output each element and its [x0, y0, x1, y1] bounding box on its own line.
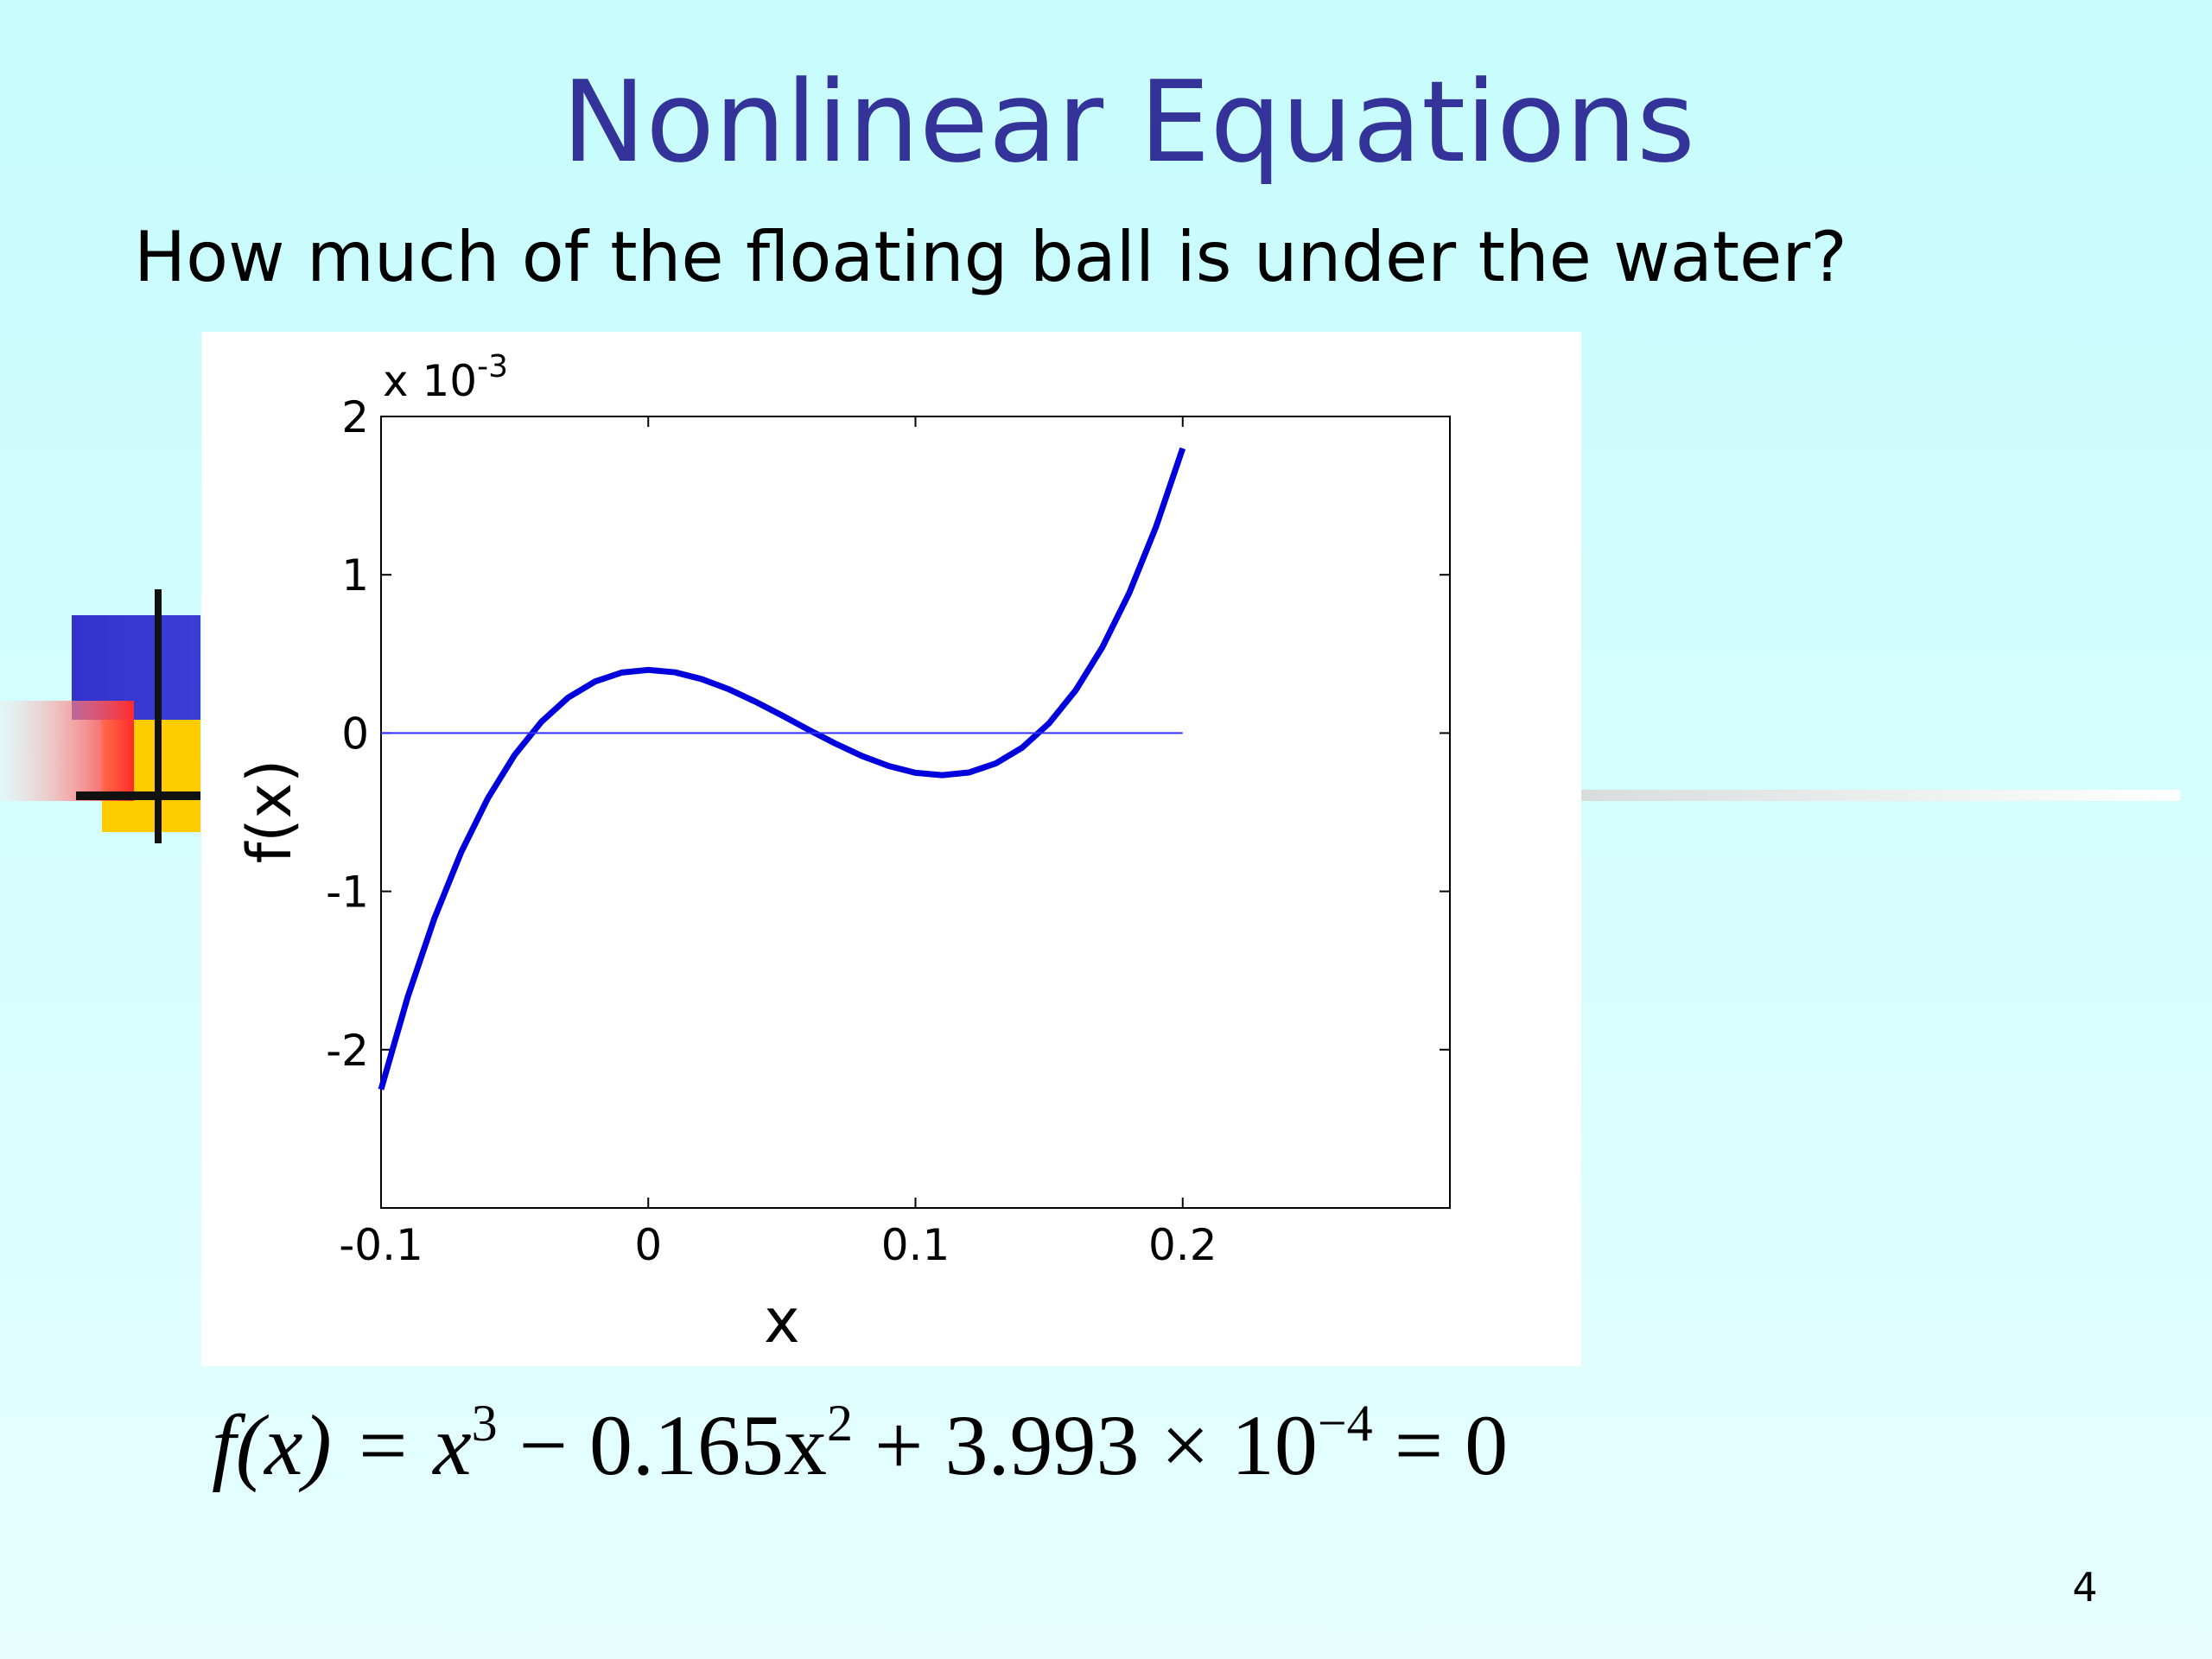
- page-number: 4: [2072, 1564, 2097, 1611]
- x-tick-label: -0.1: [339, 1220, 423, 1270]
- y-axis-label: f(x): [234, 760, 305, 864]
- equation-part: f(x) = x: [212, 1397, 472, 1493]
- y-scale-base: x 10: [383, 356, 477, 406]
- slide-title: Nonlinear Equations: [562, 56, 1695, 188]
- y-tick-label: 1: [341, 550, 369, 601]
- chart: -0.1 0 0.1 0.2 -2 -1 0 1 2 x 10-3 x f(x): [234, 349, 1451, 1357]
- equation-superscript: 3: [472, 1395, 498, 1452]
- line-series: [378, 447, 1186, 1090]
- y-tick-label: -2: [326, 1026, 369, 1076]
- equation-part: − 0.165x: [498, 1397, 827, 1493]
- equation-superscript: 2: [827, 1395, 853, 1452]
- equation-part: + 3.993 × 10: [853, 1397, 1318, 1493]
- chart-panel: [201, 332, 1581, 1366]
- x-axis-label: x: [764, 1286, 799, 1357]
- x-tick-label: 0: [634, 1220, 662, 1270]
- decor-bar: [1581, 790, 2180, 801]
- y-tick-label: 2: [341, 392, 369, 442]
- x-tick-label: 0.2: [1148, 1220, 1217, 1270]
- decor-red: [0, 701, 134, 801]
- equation-superscript: −4: [1318, 1395, 1373, 1452]
- y-scale-label: x 10-3: [383, 349, 508, 406]
- equation-part: = 0: [1373, 1397, 1508, 1493]
- slide-subtitle: How much of the floating ball is under t…: [134, 217, 1847, 297]
- equation: f(x) = x3 − 0.165x2 + 3.993 × 10−4 = 0: [212, 1395, 1508, 1493]
- x-tick-label: 0.1: [881, 1220, 950, 1270]
- y-scale-exponent: -3: [477, 349, 508, 385]
- y-tick-label: -1: [326, 868, 369, 918]
- y-tick-label: 0: [341, 709, 369, 759]
